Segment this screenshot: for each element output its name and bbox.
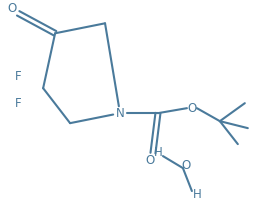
Text: O: O [181,159,190,172]
Text: H: H [154,146,162,159]
Text: O: O [187,102,197,115]
Text: O: O [7,2,17,15]
Text: O: O [145,154,155,167]
Text: N: N [116,107,124,120]
Text: H: H [192,187,201,200]
Text: F: F [15,70,22,83]
Text: F: F [15,97,22,110]
